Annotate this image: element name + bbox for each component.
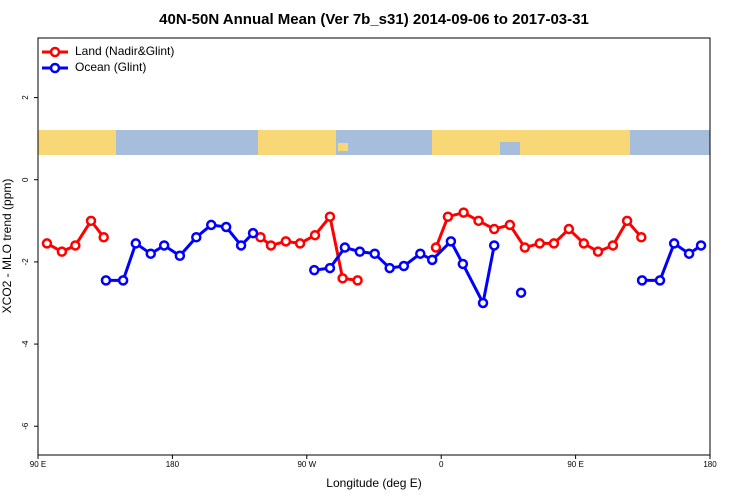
data-point [398, 260, 410, 272]
data-point [415, 248, 426, 259]
data-point [592, 246, 604, 257]
data-point [426, 254, 438, 266]
data-point [477, 297, 489, 309]
data-point [534, 238, 546, 249]
data-point [145, 248, 156, 259]
data-point [205, 219, 217, 231]
data-point [352, 275, 363, 286]
data-point [117, 275, 129, 286]
data-point [265, 240, 277, 251]
x-tick-label: 90 W [297, 460, 316, 469]
data-point [515, 287, 527, 298]
land-band [338, 143, 348, 151]
data-point [683, 248, 695, 259]
data-point [309, 264, 320, 276]
data-point [621, 215, 633, 227]
y-tick-label: 0 [21, 177, 30, 182]
data-point [41, 238, 53, 249]
data-point [324, 262, 336, 274]
data-point [695, 240, 707, 251]
data-point [519, 242, 531, 253]
x-tick-label: 90 E [567, 460, 583, 469]
data-point [369, 248, 380, 259]
data-point [654, 275, 666, 286]
y-axis-label: XCO2 - MLO trend (ppm) [0, 179, 14, 314]
data-point [578, 238, 590, 249]
data-point [220, 221, 232, 233]
plot-frame [37, 37, 711, 456]
legend-label: Ocean (Glint) [75, 60, 146, 74]
y-tick-label: -2 [21, 258, 30, 266]
x-tick-label: 0 [439, 460, 444, 469]
data-point [158, 240, 170, 251]
data-point [488, 240, 500, 251]
sea-patch [500, 142, 520, 155]
data-point [56, 246, 68, 257]
data-point [247, 227, 259, 239]
y-tick-label: -6 [21, 422, 30, 430]
data-point [504, 219, 516, 231]
data-point [70, 240, 81, 251]
data-point [339, 242, 351, 253]
x-tick-label: 90 E [30, 460, 46, 469]
data-point [130, 238, 142, 249]
data-point [607, 240, 619, 251]
data-point [174, 250, 186, 261]
data-point [442, 211, 454, 222]
data-point [636, 232, 647, 243]
data-point [354, 246, 366, 257]
y-tick-label: 2 [21, 95, 30, 100]
data-point [563, 223, 575, 235]
data-point [100, 275, 112, 286]
data-point [457, 258, 469, 270]
chart-title: 40N-50N Annual Mean (Ver 7b_s31) 2014-09… [159, 11, 589, 28]
x-tick-label: 180 [703, 460, 717, 469]
y-tick-label: -4 [21, 340, 30, 348]
data-point [458, 207, 469, 218]
data-point [280, 236, 292, 247]
data-point [235, 240, 247, 251]
data-point [255, 232, 266, 243]
data-point [85, 215, 97, 227]
x-tick-label: 180 [166, 460, 180, 469]
x-axis-label: Longitude (deg E) [326, 476, 421, 490]
land-band [432, 130, 630, 155]
data-point [98, 232, 109, 243]
data-point [294, 238, 306, 249]
legend-marker [49, 62, 61, 74]
land-band [258, 130, 336, 155]
legend-marker [49, 46, 61, 58]
data-point [636, 275, 648, 286]
legend-label: Land (Nadir&Glint) [75, 44, 174, 58]
map-strip [38, 130, 710, 155]
data-point [668, 238, 680, 249]
data-point [488, 223, 500, 235]
data-point [548, 238, 560, 249]
data-point [384, 262, 395, 274]
land-band [38, 130, 116, 155]
data-point [191, 232, 202, 243]
data-point [430, 242, 442, 253]
data-point [324, 211, 336, 222]
data-point [337, 273, 348, 284]
data-point [445, 236, 457, 247]
data-point [473, 215, 484, 227]
data-point [309, 229, 321, 241]
